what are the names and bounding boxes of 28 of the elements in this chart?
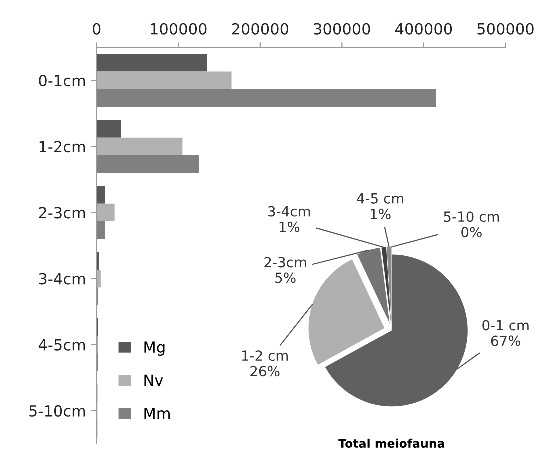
y-tick-label: 0-1cm (39, 75, 86, 87)
data-label: 1% (280, 222, 300, 232)
y-tick-label: 1-2cm (40, 141, 86, 153)
x-tick-label: 300000 (314, 23, 370, 35)
data-label: 26% (250, 366, 280, 377)
text: 0% (462, 227, 482, 238)
x-tick-label: 200000 (232, 23, 289, 35)
x-tick-label: 0 (92, 23, 101, 35)
slice-label: 0-1 cm (482, 320, 529, 331)
slice-label: 1-2 cm (242, 350, 288, 362)
slice-label: 2-3cm (264, 257, 306, 268)
text: Total meiofauna (338, 438, 444, 448)
data-label: 5% (276, 272, 296, 284)
legend-label: Mg (144, 342, 165, 356)
y-tick-label: 2-3cm (39, 207, 86, 219)
x-tick-label: 500000 (478, 23, 534, 35)
y-tick-label: 3-4cm (39, 273, 86, 285)
slice-label: 3-4cm (268, 206, 310, 217)
legend-label: Mm (144, 408, 170, 420)
slice-label: 4-5 cm (357, 194, 404, 204)
data-label: 1% (371, 208, 391, 220)
x-tick-label: 100000 (151, 23, 207, 35)
category-label: 5-10 cm (444, 212, 500, 222)
y-tick-label: 5-10cm (30, 405, 86, 417)
legend-label: Nv (144, 374, 164, 386)
data-label: 67% (491, 336, 521, 346)
x-tick-label: 400000 (396, 23, 452, 35)
y-tick-label: 4-5cm (38, 340, 86, 351)
